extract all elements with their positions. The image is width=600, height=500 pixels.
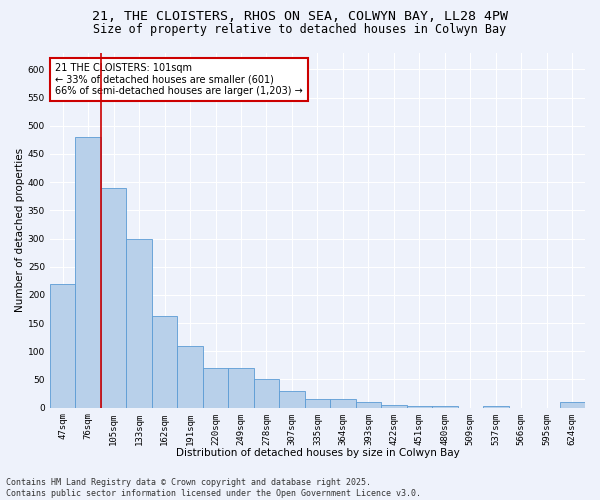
Bar	[560, 402, 585, 407]
Y-axis label: Number of detached properties: Number of detached properties	[15, 148, 25, 312]
Bar	[152, 316, 177, 408]
Bar	[177, 346, 203, 408]
Text: 21, THE CLOISTERS, RHOS ON SEA, COLWYN BAY, LL28 4PW: 21, THE CLOISTERS, RHOS ON SEA, COLWYN B…	[92, 10, 508, 23]
Bar	[203, 368, 228, 408]
Bar	[50, 284, 76, 408]
Bar	[127, 238, 152, 408]
Text: Size of property relative to detached houses in Colwyn Bay: Size of property relative to detached ho…	[94, 22, 506, 36]
Bar	[483, 406, 509, 408]
Bar	[330, 399, 356, 407]
Bar	[279, 390, 305, 407]
Bar	[407, 406, 432, 408]
Bar	[432, 406, 458, 408]
Bar	[381, 405, 407, 407]
Text: 21 THE CLOISTERS: 101sqm
← 33% of detached houses are smaller (601)
66% of semi-: 21 THE CLOISTERS: 101sqm ← 33% of detach…	[55, 63, 303, 96]
Bar	[101, 188, 127, 408]
X-axis label: Distribution of detached houses by size in Colwyn Bay: Distribution of detached houses by size …	[176, 448, 460, 458]
Bar	[305, 399, 330, 407]
Bar	[356, 402, 381, 407]
Bar	[228, 368, 254, 408]
Text: Contains HM Land Registry data © Crown copyright and database right 2025.
Contai: Contains HM Land Registry data © Crown c…	[6, 478, 421, 498]
Bar	[254, 380, 279, 407]
Bar	[76, 137, 101, 407]
